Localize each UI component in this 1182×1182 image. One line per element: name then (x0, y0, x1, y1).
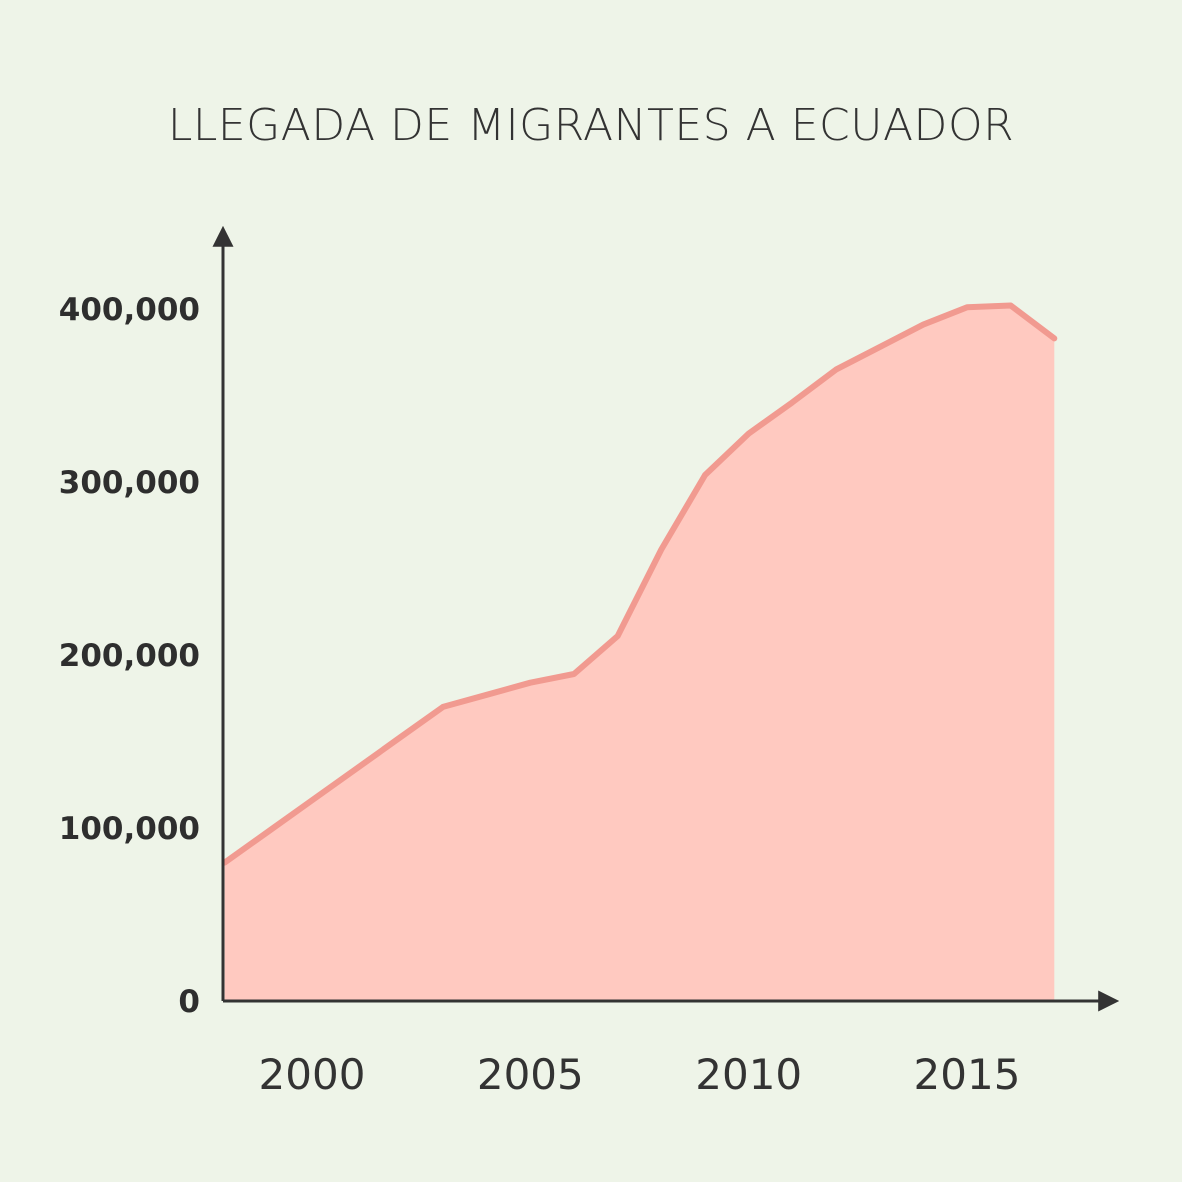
x-tick-label: 2000 (259, 1050, 366, 1099)
data-point-1999 (266, 830, 270, 833)
data-point-2014 (921, 323, 925, 327)
data-point-2010 (747, 432, 751, 436)
y-tick-label: 200,000 (59, 638, 200, 674)
y-tick-label: 400,000 (59, 292, 200, 328)
data-point-2009 (703, 473, 707, 477)
y-tick-label: 0 (178, 984, 200, 1020)
x-tick-label: 2010 (695, 1050, 802, 1099)
data-point-2011 (790, 400, 794, 404)
series-line-0 (221, 302, 1058, 866)
y-tick-label: 300,000 (59, 465, 200, 501)
data-point-2017 (1052, 336, 1056, 340)
data-point-2012 (834, 368, 838, 372)
data-point-2007 (616, 634, 620, 638)
data-point-2003 (441, 705, 445, 709)
data-point-2013 (878, 345, 882, 349)
data-point-2015 (965, 305, 969, 309)
area-fill-series-0 (224, 305, 1055, 1001)
y-tick-label: 100,000 (59, 811, 200, 847)
chart-title: LLEGADA DE MIGRANTES A ECUADOR (167, 100, 1015, 151)
data-point-2006 (572, 672, 576, 676)
x-tick-label: 2015 (914, 1050, 1021, 1099)
data-point-2004 (485, 693, 489, 697)
data-point-2005 (528, 681, 532, 685)
x-tick-label: 2005 (477, 1050, 584, 1099)
data-point-2016 (1009, 304, 1013, 307)
data-point-2000 (310, 798, 314, 802)
data-point-2002 (397, 736, 401, 740)
data-point-2008 (659, 548, 663, 551)
data-point-2001 (354, 767, 358, 771)
